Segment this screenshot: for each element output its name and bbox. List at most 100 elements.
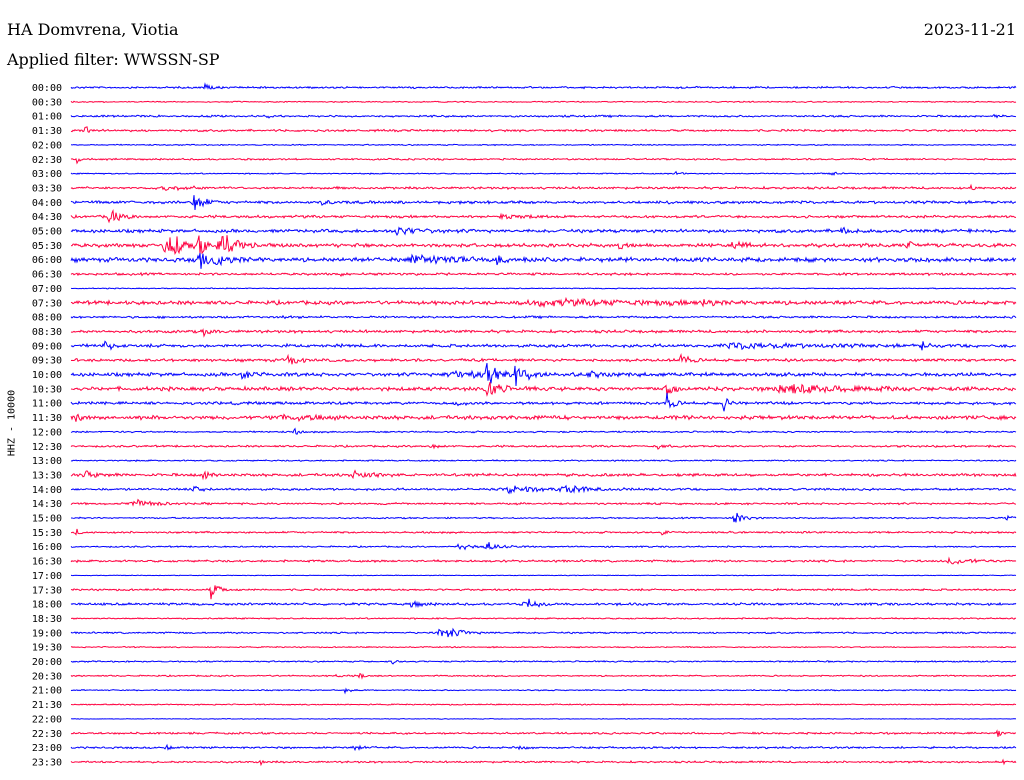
row-time-label: 16:30 [32, 557, 62, 568]
seismic-trace [70, 381, 1017, 397]
row-time-label: 06:00 [32, 255, 62, 266]
seismic-trace [70, 328, 1017, 338]
row-time-label: 04:00 [32, 198, 62, 209]
row-time-label: 00:00 [32, 83, 62, 94]
seismic-trace [70, 717, 1017, 720]
row-time-label: 18:30 [32, 614, 62, 625]
seismic-trace [70, 340, 1017, 351]
seismic-trace [70, 82, 1017, 90]
seismic-trace [70, 143, 1017, 147]
seismic-trace [70, 363, 1017, 386]
seismic-trace [71, 528, 1017, 536]
row-time-label: 14:00 [32, 485, 62, 496]
row-time-label: 01:00 [32, 112, 62, 123]
seismic-trace [70, 126, 1017, 134]
seismic-trace [70, 392, 1017, 412]
seismic-trace [70, 183, 1017, 192]
seismic-trace [70, 484, 1017, 495]
seismic-trace [70, 585, 1017, 600]
seismic-trace [70, 100, 1017, 104]
seismic-trace [70, 252, 1017, 269]
seismic-trace [70, 296, 1017, 309]
seismic-trace [70, 512, 1017, 523]
row-time-label: 08:00 [32, 313, 62, 324]
seismic-trace [70, 459, 1017, 463]
row-time-label: 09:30 [32, 356, 62, 367]
seismic-trace [70, 659, 1017, 665]
row-time-label: 07:00 [32, 284, 62, 295]
seismic-trace [70, 627, 1017, 638]
row-time-label: 12:30 [32, 442, 62, 453]
row-time-label: 19:00 [32, 628, 62, 639]
row-time-label: 23:30 [32, 757, 62, 768]
seismic-trace [70, 556, 1017, 565]
station-title: HA Domvrena, Viotia [7, 20, 179, 39]
seismic-trace [70, 542, 1017, 551]
seismic-trace [70, 353, 1017, 365]
seismic-trace [70, 314, 1017, 320]
seismic-trace [70, 687, 1017, 695]
row-time-label: 14:30 [32, 499, 62, 510]
row-time-label: 15:00 [32, 514, 62, 525]
date-label: 2023-11-21 [923, 20, 1016, 39]
seismic-trace [70, 287, 1017, 290]
seismic-trace [70, 271, 1017, 277]
row-time-label: 11:30 [32, 413, 62, 424]
seismic-trace [70, 672, 1017, 680]
row-time-label: 10:30 [32, 384, 62, 395]
seismic-trace [70, 235, 1017, 255]
row-time-label: 15:30 [32, 528, 62, 539]
row-time-label: 02:00 [32, 140, 62, 151]
seismic-trace [70, 170, 1017, 176]
row-time-label: 18:00 [32, 600, 62, 611]
seismic-trace [70, 469, 1017, 481]
filter-label: Applied filter: WWSSN-SP [7, 50, 220, 69]
row-time-label: 21:00 [32, 686, 62, 697]
seismic-trace [70, 729, 1017, 737]
row-time-label: 12:00 [32, 427, 62, 438]
row-time-label: 23:00 [32, 743, 62, 754]
seismic-trace [70, 413, 1017, 422]
row-time-label: 05:00 [32, 227, 62, 238]
row-time-label: 21:30 [32, 700, 62, 711]
seismic-trace [70, 645, 1017, 649]
row-time-label: 10:00 [32, 370, 62, 381]
seismic-trace [70, 443, 1017, 450]
seismic-trace [70, 758, 1017, 767]
row-time-label: 02:30 [32, 155, 62, 166]
row-time-label: 22:00 [32, 714, 62, 725]
seismic-trace [70, 157, 1017, 165]
row-time-label: 04:30 [32, 212, 62, 223]
seismic-trace [70, 226, 1017, 237]
seismic-trace [70, 743, 1017, 752]
row-time-label: 20:00 [32, 657, 62, 668]
row-time-label: 22:30 [32, 729, 62, 740]
seismic-trace [70, 574, 1017, 577]
row-time-label: 00:30 [32, 97, 62, 108]
row-time-label: 17:00 [32, 571, 62, 582]
row-time-label: 05:30 [32, 241, 62, 252]
row-time-label: 20:30 [32, 671, 62, 682]
row-time-label: 08:30 [32, 327, 62, 338]
row-time-label: 13:00 [32, 456, 62, 467]
seismic-trace [70, 195, 1017, 210]
row-time-label: 06:30 [32, 270, 62, 281]
row-time-label: 13:30 [32, 470, 62, 481]
row-time-label: 03:30 [32, 183, 62, 194]
seismic-trace [70, 113, 1017, 119]
row-time-label: 09:00 [32, 341, 62, 352]
row-time-label: 01:30 [32, 126, 62, 137]
row-time-label: 17:30 [32, 585, 62, 596]
seismic-trace [70, 598, 1017, 609]
row-time-label: 16:00 [32, 542, 62, 553]
seismic-trace [70, 498, 1017, 507]
row-time-label: 11:00 [32, 399, 62, 410]
seismic-trace [70, 616, 1017, 621]
seismic-trace [70, 427, 1017, 435]
row-time-label: 03:00 [32, 169, 62, 180]
row-time-label: 07:30 [32, 298, 62, 309]
seismic-trace [70, 208, 1017, 224]
row-time-label: 19:30 [32, 643, 62, 654]
seismic-trace [70, 703, 1017, 706]
